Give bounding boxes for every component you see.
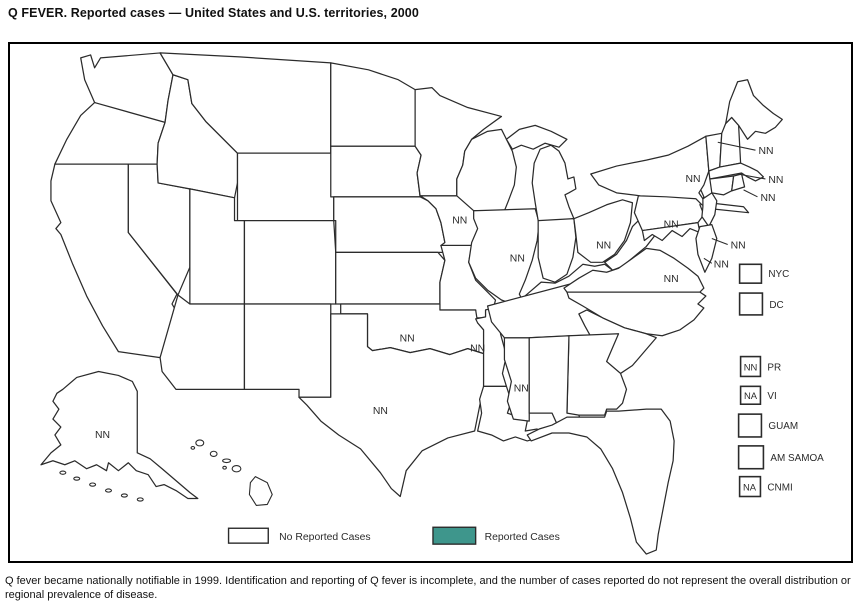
state-ne — [333, 196, 446, 254]
territory-cnmi-box-text: NA — [743, 482, 757, 493]
legend-reported-swatch — [432, 526, 477, 545]
territory-pr-box-text: NN — [744, 361, 758, 372]
state-sc — [578, 309, 657, 375]
territory-am-samoa-box — [737, 445, 765, 470]
leader-ma — [737, 173, 766, 180]
territory-vi-box — [739, 385, 762, 406]
territory-dc-label: DC — [769, 300, 783, 311]
leader-ct — [743, 189, 758, 198]
nn-label-de: NN — [714, 259, 729, 270]
aleutian-islands-icon — [59, 470, 144, 502]
state-sd — [330, 145, 422, 198]
state-hi — [190, 439, 273, 507]
legend: No Reported Cases Reported Cases — [227, 526, 560, 545]
nn-label-ct: NN — [760, 193, 775, 204]
territory-cnmi-label: CNMI — [767, 483, 792, 494]
nn-label-ak: NN — [95, 430, 110, 441]
state-tx — [298, 313, 485, 498]
territory-am-samoa-label: AM SAMOA — [770, 453, 824, 464]
figure-footnote: Q fever became nationally notifiable in … — [5, 575, 851, 601]
state-ga — [566, 333, 628, 416]
state-oh — [573, 199, 634, 263]
nn-label-oh: NN — [596, 240, 611, 251]
territory-vi: NA VI — [739, 385, 777, 406]
us-territories-map: NN NN NN NN NN NN NN NN NN NN NN NN NN N… — [40, 52, 824, 555]
territory-nyc-label: NYC — [768, 269, 789, 280]
territory-pr-label: PR — [767, 362, 781, 373]
territory-nyc: NYC — [738, 263, 789, 284]
state-nj — [701, 192, 718, 228]
state-wy — [236, 152, 335, 222]
nn-label-ok: NN — [400, 334, 415, 345]
nn-label-ma: NN — [768, 175, 783, 186]
territory-pr: NN PR — [739, 355, 781, 378]
state-mt — [159, 52, 332, 154]
nn-label-ar: NN — [470, 344, 485, 355]
nn-label-va: NN — [664, 274, 679, 285]
leader-de — [703, 257, 713, 264]
state-va — [563, 247, 705, 293]
territory-vi-box-text: NA — [744, 390, 758, 401]
nn-label-pa: NN — [664, 220, 679, 231]
state-co — [243, 220, 337, 305]
territory-cnmi-box — [738, 475, 762, 498]
territory-dc: DC — [738, 292, 784, 316]
nn-label-nh: NN — [758, 146, 773, 157]
legend-no-reported-label: No Reported Cases — [279, 532, 370, 543]
state-in — [537, 218, 577, 283]
state-nm — [243, 303, 332, 398]
state-nd — [330, 62, 416, 147]
state-md — [641, 221, 701, 242]
state-mi — [531, 144, 577, 224]
figure-title: Q FEVER. Reported cases — United States … — [8, 6, 419, 20]
state-wi — [456, 128, 517, 212]
state-me — [725, 79, 783, 140]
territory-nyc-box — [738, 263, 763, 284]
state-ri — [731, 173, 746, 192]
nn-label-ny: NN — [685, 174, 700, 185]
territory-dc-box — [738, 292, 764, 316]
state-ak — [40, 370, 199, 500]
state-ut — [189, 188, 246, 305]
state-nc — [566, 291, 707, 337]
nn-label-tx: NN — [373, 406, 388, 417]
us-map-frame: NN NN NN NN NN NN NN NN NN NN NN NN NN N… — [8, 42, 853, 563]
state-ct — [709, 175, 735, 196]
territory-guam-box — [737, 413, 763, 438]
territory-vi-label: VI — [767, 391, 776, 402]
territory-cnmi: NA CNMI — [738, 475, 793, 498]
nn-label-nj: NN — [731, 240, 746, 251]
nn-label-il: NN — [510, 253, 525, 264]
territory-guam: GUAM — [737, 413, 798, 438]
leader-nj — [711, 237, 728, 245]
state-fl — [526, 408, 675, 555]
territory-am-samoa: AM SAMOA — [737, 445, 824, 470]
legend-no-reported-swatch — [227, 527, 269, 544]
legend-reported-label: Reported Cases — [485, 532, 560, 543]
nn-label-ms: NN — [514, 383, 529, 394]
territory-pr-box — [739, 355, 762, 378]
state-de-peninsula — [695, 223, 718, 273]
state-mi-up — [505, 124, 568, 150]
state-ks — [335, 251, 446, 305]
nn-label-ia: NN — [452, 216, 467, 227]
territory-guam-label: GUAM — [768, 421, 798, 432]
leader-nh — [717, 141, 756, 151]
